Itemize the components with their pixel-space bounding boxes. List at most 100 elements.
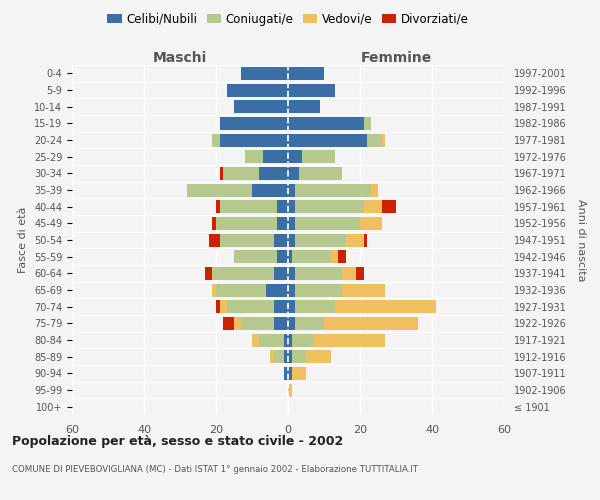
Bar <box>360 217 382 230</box>
Bar <box>364 200 382 213</box>
Bar <box>288 250 292 263</box>
Text: Popolazione per età, sesso e stato civile - 2002: Popolazione per età, sesso e stato civil… <box>12 435 343 448</box>
Bar <box>288 300 295 313</box>
Bar <box>274 267 288 280</box>
Bar <box>259 334 284 346</box>
Bar <box>288 234 295 246</box>
Bar <box>295 234 346 246</box>
Bar <box>356 267 364 280</box>
Bar <box>216 284 266 296</box>
Bar <box>212 267 274 280</box>
Bar <box>288 217 295 230</box>
Bar <box>295 184 371 196</box>
Bar <box>295 317 324 330</box>
Bar <box>288 350 292 363</box>
Bar <box>220 167 223 180</box>
Bar <box>292 350 306 363</box>
Bar <box>295 267 342 280</box>
Bar <box>252 334 259 346</box>
Text: Femmine: Femmine <box>361 51 431 65</box>
Bar <box>292 367 306 380</box>
Bar <box>292 334 313 346</box>
Bar <box>306 350 331 363</box>
Bar <box>220 200 277 213</box>
Bar <box>220 134 288 146</box>
Text: Maschi: Maschi <box>153 51 207 65</box>
Bar <box>299 167 342 180</box>
Bar <box>292 250 331 263</box>
Bar <box>288 317 295 330</box>
Bar <box>382 200 396 213</box>
Bar <box>342 284 385 296</box>
Bar <box>284 350 288 363</box>
Bar <box>288 200 295 213</box>
Bar <box>274 300 288 313</box>
Bar <box>216 300 220 313</box>
Bar <box>288 267 295 280</box>
Bar <box>227 84 288 96</box>
Bar <box>277 217 288 230</box>
Bar <box>241 67 288 80</box>
Bar <box>234 100 288 113</box>
Bar <box>212 284 216 296</box>
Bar <box>288 84 335 96</box>
Y-axis label: Anni di nascita: Anni di nascita <box>576 198 586 281</box>
Bar <box>288 167 299 180</box>
Bar <box>364 234 367 246</box>
Text: COMUNE DI PIEVEBOVIGLIANA (MC) - Dati ISTAT 1° gennaio 2002 - Elaborazione TUTTI: COMUNE DI PIEVEBOVIGLIANA (MC) - Dati IS… <box>12 465 418 474</box>
Bar <box>216 217 277 230</box>
Bar <box>205 267 212 280</box>
Bar <box>302 150 335 163</box>
Bar <box>288 184 295 196</box>
Bar <box>288 100 320 113</box>
Bar <box>223 317 234 330</box>
Bar <box>187 184 252 196</box>
Bar <box>220 234 274 246</box>
Bar <box>288 117 364 130</box>
Bar <box>313 334 385 346</box>
Bar <box>223 167 259 180</box>
Bar <box>245 150 263 163</box>
Bar <box>209 234 220 246</box>
Bar <box>274 350 284 363</box>
Bar <box>220 117 288 130</box>
Bar <box>241 317 274 330</box>
Bar <box>324 317 418 330</box>
Bar <box>277 250 288 263</box>
Bar <box>338 250 346 263</box>
Bar <box>288 67 324 80</box>
Bar <box>371 184 378 196</box>
Bar <box>234 317 241 330</box>
Bar <box>342 267 356 280</box>
Bar <box>277 200 288 213</box>
Bar <box>288 284 295 296</box>
Bar <box>270 350 274 363</box>
Bar <box>274 317 288 330</box>
Bar <box>220 300 227 313</box>
Bar <box>295 300 335 313</box>
Bar <box>364 117 371 130</box>
Bar <box>259 167 288 180</box>
Legend: Celibi/Nubili, Coniugati/e, Vedovi/e, Divorziati/e: Celibi/Nubili, Coniugati/e, Vedovi/e, Di… <box>103 8 473 30</box>
Bar <box>284 367 288 380</box>
Bar <box>234 250 277 263</box>
Bar <box>295 217 360 230</box>
Bar <box>288 134 367 146</box>
Bar <box>266 284 288 296</box>
Bar <box>295 200 364 213</box>
Bar <box>288 367 292 380</box>
Bar <box>252 184 288 196</box>
Y-axis label: Fasce di età: Fasce di età <box>19 207 28 273</box>
Bar <box>284 334 288 346</box>
Bar <box>335 300 436 313</box>
Bar <box>367 134 382 146</box>
Bar <box>212 217 216 230</box>
Bar <box>295 284 342 296</box>
Bar <box>216 200 220 213</box>
Bar <box>331 250 338 263</box>
Bar <box>346 234 364 246</box>
Bar <box>382 134 385 146</box>
Bar <box>274 234 288 246</box>
Bar <box>263 150 288 163</box>
Bar <box>288 150 302 163</box>
